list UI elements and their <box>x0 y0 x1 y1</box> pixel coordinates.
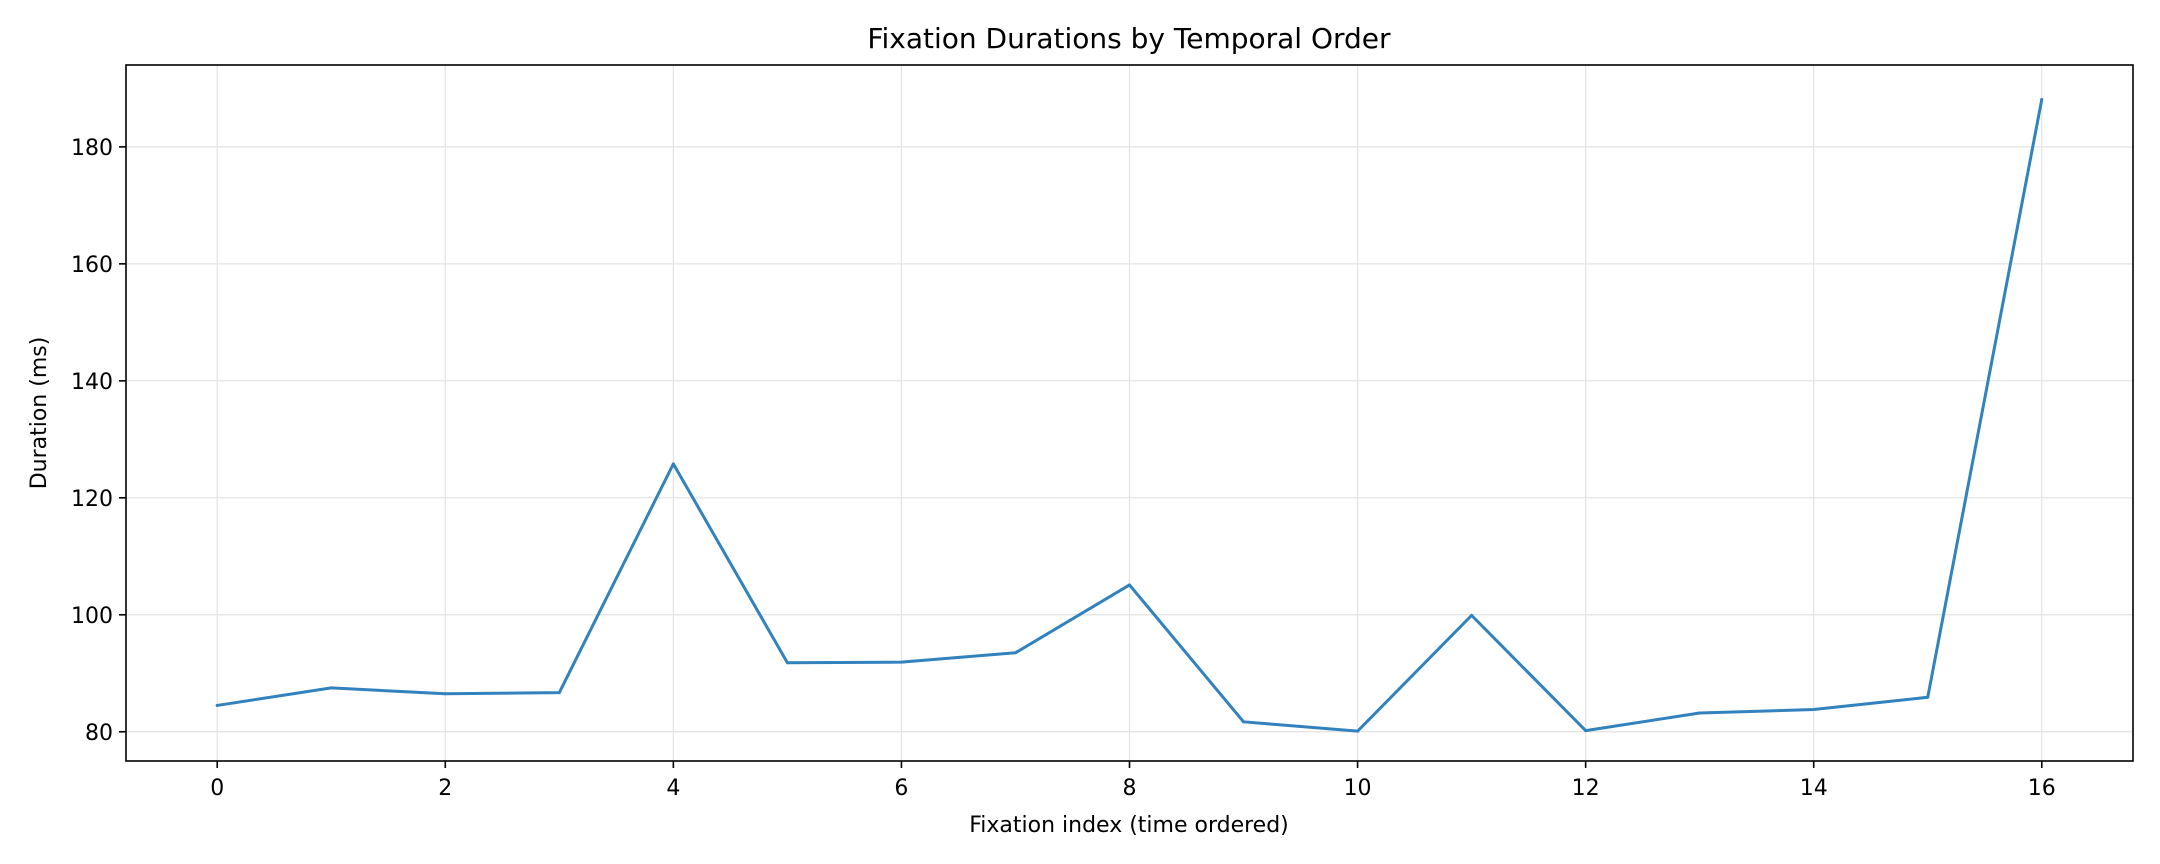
chart-title: Fixation Durations by Temporal Order <box>867 22 1391 55</box>
x-tick-label: 2 <box>438 776 452 801</box>
data-point <box>1013 651 1017 655</box>
data-point <box>2040 98 2044 102</box>
x-axis-label: Fixation index (time ordered) <box>969 813 1289 838</box>
data-point <box>899 660 903 664</box>
data-point <box>1470 613 1474 617</box>
y-tick-label: 120 <box>71 487 113 512</box>
data-point <box>215 703 219 707</box>
data-point <box>1926 695 1930 699</box>
y-axis: 80 100 120 140 160 180 <box>71 136 126 746</box>
data-point <box>785 661 789 665</box>
y-tick-label: 80 <box>85 721 113 746</box>
x-tick-label: 16 <box>2028 776 2056 801</box>
y-tick-label: 140 <box>71 370 113 395</box>
x-axis: 0 2 4 6 8 10 12 14 16 <box>210 761 2056 801</box>
data-point <box>1356 729 1360 733</box>
data-point <box>329 686 333 690</box>
grid-lines <box>126 65 2133 761</box>
x-tick-label: 6 <box>894 776 908 801</box>
data-point <box>1128 583 1131 587</box>
y-tick-label: 160 <box>71 253 113 278</box>
x-tick-label: 4 <box>666 776 680 801</box>
data-point <box>1584 729 1588 733</box>
data-point <box>557 691 561 695</box>
x-tick-label: 12 <box>1572 776 1600 801</box>
series-layer <box>215 98 2044 733</box>
data-point <box>443 692 447 696</box>
y-axis-label: Duration (ms) <box>27 337 52 490</box>
data-point <box>1698 711 1702 715</box>
data-point <box>1242 720 1246 724</box>
x-tick-label: 10 <box>1344 776 1372 801</box>
x-tick-label: 0 <box>210 776 224 801</box>
data-point <box>671 462 675 466</box>
x-tick-label: 14 <box>1800 776 1828 801</box>
data-point <box>1812 708 1816 712</box>
y-tick-label: 100 <box>71 604 113 629</box>
y-tick-label: 180 <box>71 136 113 161</box>
x-tick-label: 8 <box>1123 776 1137 801</box>
